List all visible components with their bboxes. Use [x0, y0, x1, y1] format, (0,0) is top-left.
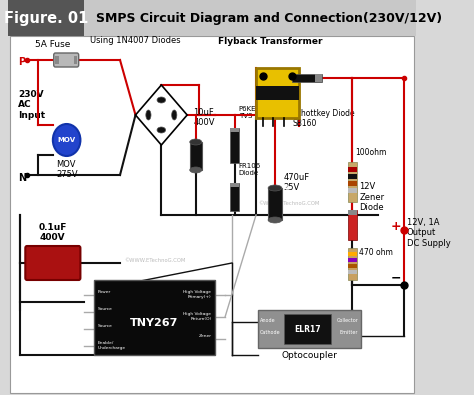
Text: P: P — [18, 57, 26, 67]
FancyBboxPatch shape — [230, 183, 239, 211]
Text: Collector: Collector — [337, 318, 358, 323]
Text: 5A Fuse: 5A Fuse — [35, 40, 71, 49]
Text: Schottkey Diode
SB160: Schottkey Diode SB160 — [292, 109, 355, 128]
Ellipse shape — [268, 185, 282, 191]
Text: TNY267: TNY267 — [130, 318, 179, 329]
Text: SMPS Circuit Diagram and Connection(230V/12V): SMPS Circuit Diagram and Connection(230V… — [96, 11, 442, 24]
FancyBboxPatch shape — [348, 210, 357, 215]
FancyBboxPatch shape — [348, 252, 357, 256]
Text: FR106
Diode: FR106 Diode — [239, 163, 261, 176]
Ellipse shape — [172, 110, 177, 120]
Ellipse shape — [157, 97, 165, 103]
Text: Bridge Rectifier
Using 1N4007 Diodes: Bridge Rectifier Using 1N4007 Diodes — [90, 26, 181, 45]
Text: +: + — [203, 137, 211, 147]
Text: Zener: Zener — [198, 334, 211, 338]
FancyBboxPatch shape — [25, 246, 81, 280]
Ellipse shape — [146, 110, 151, 120]
Text: Figure. 01: Figure. 01 — [4, 11, 88, 26]
Ellipse shape — [268, 217, 282, 223]
Text: Emitter: Emitter — [340, 330, 358, 335]
FancyBboxPatch shape — [84, 0, 416, 36]
Text: N: N — [18, 173, 27, 183]
Text: ©WWW.ETechnoG.COM: ©WWW.ETechnoG.COM — [124, 258, 186, 263]
Text: P6KE200A
TVS Diode: P6KE200A TVS Diode — [239, 106, 274, 119]
FancyBboxPatch shape — [292, 74, 322, 82]
Text: High Voltage
Return(O): High Voltage Return(O) — [183, 312, 211, 321]
Text: Cathode: Cathode — [259, 330, 280, 335]
FancyBboxPatch shape — [256, 86, 299, 100]
Ellipse shape — [190, 167, 202, 173]
FancyBboxPatch shape — [230, 183, 239, 187]
FancyBboxPatch shape — [94, 280, 215, 355]
Text: +: + — [391, 220, 401, 233]
Text: 100ohm: 100ohm — [355, 148, 386, 157]
Text: High Voltage
Primary(+): High Voltage Primary(+) — [183, 290, 211, 299]
FancyBboxPatch shape — [348, 264, 357, 268]
FancyBboxPatch shape — [283, 314, 331, 344]
FancyBboxPatch shape — [348, 258, 357, 262]
FancyBboxPatch shape — [348, 210, 357, 240]
Text: Source: Source — [98, 307, 112, 311]
FancyBboxPatch shape — [230, 128, 239, 132]
Text: 10uF
400V: 10uF 400V — [193, 107, 215, 127]
Text: Anode: Anode — [259, 318, 275, 323]
FancyBboxPatch shape — [54, 53, 79, 67]
Text: MOV
275V: MOV 275V — [56, 160, 78, 179]
Text: EE20
Flyback Transformer: EE20 Flyback Transformer — [219, 26, 323, 46]
Text: Power: Power — [98, 290, 111, 294]
FancyBboxPatch shape — [55, 56, 59, 64]
FancyBboxPatch shape — [256, 68, 299, 118]
Text: ©WWW.ETechnoG.COM: ©WWW.ETechnoG.COM — [258, 201, 319, 206]
Ellipse shape — [190, 139, 202, 145]
FancyBboxPatch shape — [348, 270, 357, 274]
FancyBboxPatch shape — [348, 248, 357, 280]
Text: Optocoupler: Optocoupler — [282, 351, 337, 360]
FancyBboxPatch shape — [8, 0, 84, 36]
FancyBboxPatch shape — [348, 181, 357, 186]
Text: −: − — [391, 272, 401, 285]
Text: +: + — [283, 184, 291, 194]
Ellipse shape — [157, 127, 165, 133]
Circle shape — [53, 124, 81, 156]
Text: ELR17: ELR17 — [294, 325, 320, 333]
FancyBboxPatch shape — [258, 310, 361, 348]
Text: Source: Source — [98, 324, 112, 328]
FancyBboxPatch shape — [348, 162, 357, 202]
FancyBboxPatch shape — [348, 188, 357, 193]
FancyBboxPatch shape — [190, 142, 202, 170]
Text: MOV: MOV — [57, 137, 76, 143]
FancyBboxPatch shape — [268, 188, 282, 220]
Text: 470uF
25V: 470uF 25V — [283, 173, 310, 192]
Text: 12V
Zener
Diode: 12V Zener Diode — [359, 182, 384, 212]
FancyBboxPatch shape — [348, 174, 357, 179]
Text: 12V, 1A
Output
DC Supply: 12V, 1A Output DC Supply — [407, 218, 450, 248]
Text: 230V
AC
Input: 230V AC Input — [18, 90, 46, 120]
Text: 470 ohm: 470 ohm — [359, 248, 393, 257]
FancyBboxPatch shape — [230, 128, 239, 163]
FancyBboxPatch shape — [73, 56, 77, 64]
FancyBboxPatch shape — [348, 167, 357, 172]
Text: Enable/
Undercharge: Enable/ Undercharge — [98, 341, 126, 350]
Text: 0.1uF
400V: 0.1uF 400V — [39, 223, 67, 242]
FancyBboxPatch shape — [10, 36, 414, 393]
FancyBboxPatch shape — [315, 74, 322, 82]
